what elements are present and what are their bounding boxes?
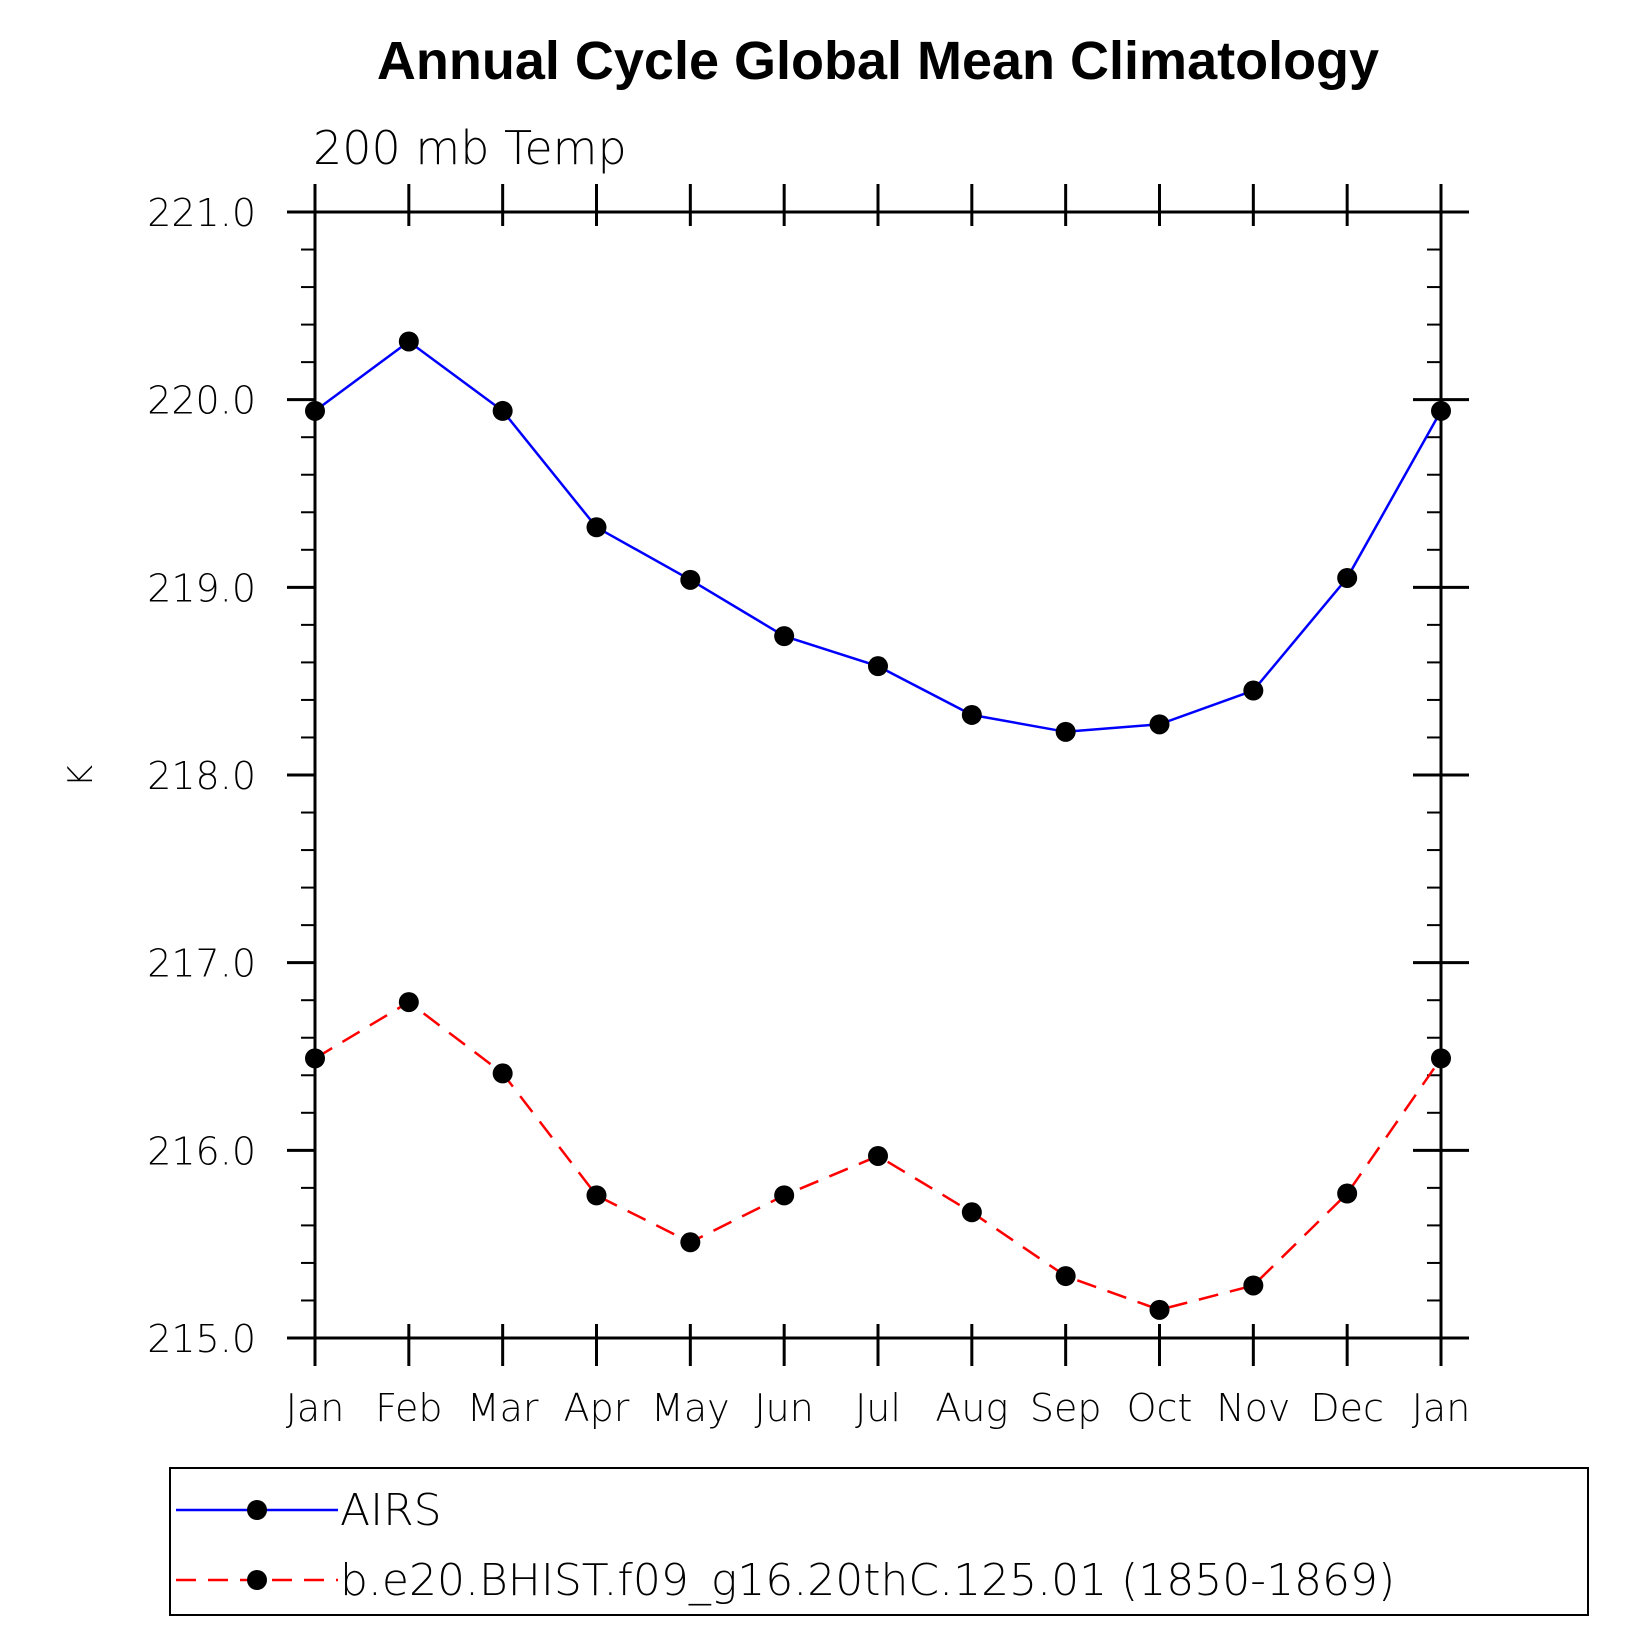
data-point-series0 (398, 331, 419, 352)
data-point-series0 (1431, 400, 1451, 421)
legend-marker-airs (247, 1500, 267, 1520)
x-tick-label: Aug (935, 1386, 1008, 1430)
x-tick-label: Feb (375, 1386, 442, 1430)
axis-ticks (287, 184, 1469, 1366)
x-tick-label: Apr (564, 1386, 630, 1430)
x-tick-label: Jan (1412, 1386, 1471, 1430)
data-point-series1 (398, 992, 419, 1013)
data-point-series1 (586, 1185, 607, 1206)
legend-label-airs: AIRS (340, 1485, 442, 1536)
legend-label-model: b.e20.BHIST.f09_g16.20thC.125.01 (1850-1… (340, 1555, 1395, 1606)
x-tick-label: Jun (754, 1386, 813, 1430)
y-tick-label: 216.0 (147, 1129, 256, 1173)
data-point-series0 (1055, 721, 1076, 742)
data-point-series1 (868, 1145, 888, 1166)
y-tick-label: 219.0 (147, 566, 256, 610)
data-point-series1 (1431, 1048, 1451, 1069)
plot-frame (313, 210, 1443, 1340)
x-tick-labels: Jan Feb Mar Apr May Jun Jul Aug Sep Oct Nov Dec Jan (286, 1386, 1471, 1430)
x-tick-label: Dec (1310, 1386, 1384, 1430)
x-tick-label: Sep (1030, 1386, 1102, 1430)
data-point-series0 (1337, 567, 1358, 588)
data-point-series0 (492, 400, 513, 421)
data-point-series0 (305, 400, 325, 421)
x-tick-label: Mar (467, 1386, 539, 1430)
y-tick-labels: 215.0 216.0 217.0 218.0 219.0 220.0 221.0 (147, 191, 256, 1361)
legend: AIRS b.e20.BHIST.f09_g16.20thC.125.01 (1… (169, 1467, 1589, 1616)
legend-marker-model (247, 1570, 267, 1590)
data-point-series1 (1243, 1275, 1264, 1296)
data-point-series0 (868, 656, 888, 677)
data-point-series1 (680, 1232, 701, 1253)
y-tick-label: 221.0 (147, 191, 256, 235)
series-points (305, 331, 1451, 1320)
chart-subtitle: 200 mb Temp (313, 121, 627, 175)
data-point-series1 (1337, 1183, 1358, 1204)
data-point-series0 (961, 704, 982, 725)
y-tick-label: 220.0 (147, 379, 256, 423)
x-tick-label: May (651, 1386, 730, 1430)
data-point-series1 (1149, 1299, 1170, 1320)
data-point-series1 (305, 1048, 325, 1069)
x-tick-label: Jan (286, 1386, 345, 1430)
y-tick-label: 217.0 (147, 942, 256, 986)
data-point-series0 (680, 569, 701, 590)
x-tick-label: Nov (1216, 1386, 1290, 1430)
chart-title: Annual Cycle Global Mean Climatology (377, 31, 1379, 91)
x-tick-label: Jul (855, 1386, 901, 1430)
y-axis-label: K (61, 765, 101, 787)
data-point-series1 (1055, 1266, 1076, 1287)
data-point-series1 (774, 1185, 795, 1206)
data-point-series0 (586, 517, 607, 538)
y-tick-label: 215.0 (147, 1317, 256, 1361)
data-point-series1 (492, 1063, 513, 1084)
data-point-series0 (1243, 680, 1264, 701)
data-point-series0 (1149, 714, 1170, 735)
y-tick-label: 218.0 (147, 754, 256, 798)
x-tick-label: Oct (1127, 1386, 1193, 1430)
legend-box (169, 1467, 1589, 1616)
data-point-series0 (774, 626, 795, 647)
data-point-series1 (961, 1202, 982, 1223)
